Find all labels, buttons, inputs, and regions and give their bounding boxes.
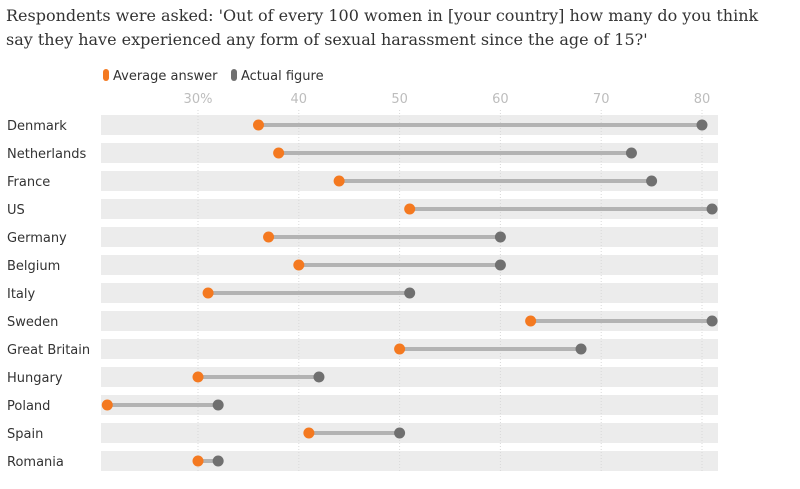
average-answer-dot bbox=[303, 427, 315, 439]
actual-figure-dot bbox=[706, 203, 718, 215]
average-answer-dot bbox=[525, 315, 537, 327]
actual-figure-dot bbox=[404, 287, 416, 299]
category-label: Denmark bbox=[7, 119, 67, 134]
average-answer-dot bbox=[192, 455, 204, 467]
legend-label-average: Average answer bbox=[113, 69, 218, 84]
average-answer-dot bbox=[273, 147, 285, 159]
data-row: US bbox=[7, 203, 718, 218]
legend: Average answer Actual figure bbox=[103, 69, 324, 84]
average-answer-dot bbox=[333, 175, 345, 187]
average-answer-dot bbox=[404, 203, 416, 215]
category-label: Great Britain bbox=[7, 343, 90, 358]
category-label: Germany bbox=[7, 231, 67, 246]
actual-figure-dot bbox=[706, 315, 718, 327]
average-answer-dot bbox=[263, 231, 275, 243]
legend-label-actual: Actual figure bbox=[241, 69, 324, 84]
data-row: Belgium bbox=[7, 259, 506, 274]
actual-figure-dot bbox=[212, 399, 224, 411]
data-row: Sweden bbox=[7, 315, 718, 330]
x-tick-label: 30% bbox=[184, 92, 213, 107]
average-answer-dot bbox=[101, 399, 113, 411]
data-row: Romania bbox=[7, 455, 224, 470]
row-band bbox=[101, 367, 718, 387]
data-rows: Denmark Netherlands France US Germany Belgium… bbox=[7, 119, 718, 470]
x-tick-label: 70 bbox=[593, 92, 610, 107]
row-band bbox=[101, 311, 718, 331]
data-row: Italy bbox=[7, 287, 416, 302]
category-label: US bbox=[7, 203, 25, 218]
x-axis-ticks: 30% 40 50 60 70 80 bbox=[184, 92, 711, 107]
actual-figure-dot bbox=[494, 231, 506, 243]
x-tick-label: 40 bbox=[291, 92, 308, 107]
data-row: Poland bbox=[7, 399, 224, 414]
average-answer-dot bbox=[293, 259, 305, 271]
actual-figure-dot bbox=[212, 455, 224, 467]
category-label: Romania bbox=[7, 455, 64, 470]
category-label: Sweden bbox=[7, 315, 58, 330]
actual-figure-dot bbox=[313, 371, 325, 383]
category-label: Belgium bbox=[7, 259, 60, 274]
data-row: Great Britain bbox=[7, 343, 587, 358]
legend-swatch-actual bbox=[231, 69, 237, 81]
data-row: France bbox=[7, 175, 658, 190]
data-row: Denmark bbox=[7, 119, 708, 134]
actual-figure-dot bbox=[575, 343, 587, 355]
category-label: Netherlands bbox=[7, 147, 86, 162]
data-row: Germany bbox=[7, 231, 506, 246]
category-label: France bbox=[7, 175, 50, 190]
data-row: Hungary bbox=[7, 371, 325, 386]
row-band bbox=[101, 423, 718, 443]
actual-figure-dot bbox=[394, 427, 406, 439]
category-label: Poland bbox=[7, 399, 50, 414]
x-tick-label: 60 bbox=[492, 92, 509, 107]
actual-figure-dot bbox=[494, 259, 506, 271]
row-band bbox=[101, 451, 718, 471]
category-label: Spain bbox=[7, 427, 43, 442]
row-band bbox=[101, 395, 718, 415]
average-answer-dot bbox=[192, 371, 204, 383]
category-label: Italy bbox=[7, 287, 36, 302]
data-row: Netherlands bbox=[7, 147, 637, 162]
average-answer-dot bbox=[394, 343, 406, 355]
category-label: Hungary bbox=[7, 371, 63, 386]
legend-swatch-average bbox=[103, 69, 109, 81]
data-row: Spain bbox=[7, 427, 406, 442]
average-answer-dot bbox=[252, 119, 264, 131]
average-answer-dot bbox=[202, 287, 214, 299]
chart-title: Respondents were asked: 'Out of every 10… bbox=[6, 6, 759, 49]
x-tick-label: 80 bbox=[694, 92, 711, 107]
actual-figure-dot bbox=[625, 147, 637, 159]
actual-figure-dot bbox=[646, 175, 658, 187]
x-tick-label: 50 bbox=[391, 92, 408, 107]
actual-figure-dot bbox=[696, 119, 708, 131]
